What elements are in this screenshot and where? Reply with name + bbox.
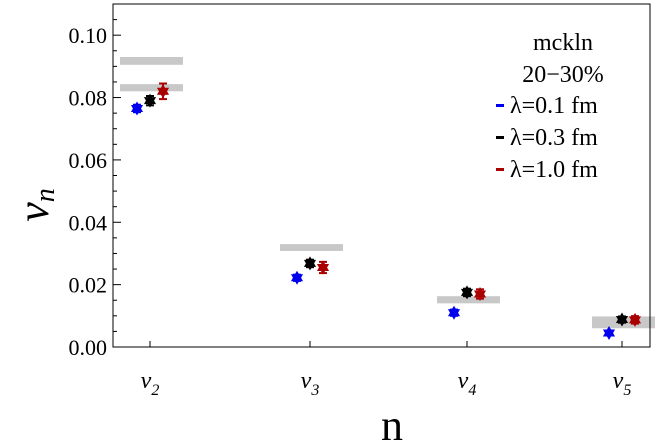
x-tick-label-v2: v2 xyxy=(141,368,160,399)
x-tick-label-v3: v3 xyxy=(301,368,320,399)
reference-band-3 xyxy=(280,244,343,251)
point-series1-v3 xyxy=(290,270,304,285)
point-series1-v2 xyxy=(130,101,144,116)
point-series2-v3 xyxy=(303,256,317,271)
legend-entry-3: λ=1.0 fm xyxy=(496,157,598,183)
legend-entry-1: λ=0.1 fm xyxy=(496,93,598,119)
point-series3-v4 xyxy=(473,286,487,301)
point-series3-v2 xyxy=(156,82,170,101)
legend-swatch xyxy=(496,136,504,139)
legend-swatch xyxy=(496,104,504,107)
y-axis-title-sub: n xyxy=(30,188,61,202)
point-series1-v5 xyxy=(602,325,616,340)
x-axis-title: n xyxy=(381,401,403,447)
y-axis-title: vn xyxy=(9,188,61,222)
y-tick-label: 0.06 xyxy=(69,148,108,173)
legend: mckln 20−30% λ=0.1 fm λ=0.3 fm λ=1.0 fm xyxy=(496,30,604,183)
x-tick-label-v5: v5 xyxy=(613,368,632,399)
point-series2-v4 xyxy=(460,285,474,300)
y-tick-label: 0.08 xyxy=(69,86,108,111)
data-points xyxy=(130,82,642,340)
reference-band-2 xyxy=(120,84,183,92)
y-axis-title-main: v xyxy=(9,202,58,222)
reference-band-1 xyxy=(120,57,183,65)
point-series2-v5 xyxy=(615,312,629,327)
legend-label: λ=0.1 fm xyxy=(510,93,598,119)
x-tick-label-v4: v4 xyxy=(458,368,477,399)
legend-swatch xyxy=(496,168,504,171)
point-series2-v2 xyxy=(143,93,157,108)
y-tick-label: 0.04 xyxy=(69,210,108,235)
y-tick-label: 0.00 xyxy=(69,335,108,360)
point-series3-v5 xyxy=(628,312,642,327)
point-series3-v3 xyxy=(316,260,330,275)
point-series1-v4 xyxy=(447,305,461,320)
y-axis: 0.00 0.02 0.04 0.06 0.08 0.10 xyxy=(69,3,121,360)
legend-title-line1: mckln xyxy=(533,30,593,56)
x-axis: v2 v3 v4 v5 xyxy=(141,341,632,399)
legend-label: λ=1.0 fm xyxy=(510,157,598,183)
reference-band-4 xyxy=(437,296,500,304)
legend-entries: λ=0.1 fm λ=0.3 fm λ=1.0 fm xyxy=(496,93,598,183)
y-tick-label: 0.10 xyxy=(69,23,108,48)
y-tick-label: 0.02 xyxy=(69,273,108,298)
legend-title-line2: 20−30% xyxy=(522,62,604,88)
legend-entry-2: λ=0.3 fm xyxy=(496,125,598,151)
legend-label: λ=0.3 fm xyxy=(510,125,598,151)
